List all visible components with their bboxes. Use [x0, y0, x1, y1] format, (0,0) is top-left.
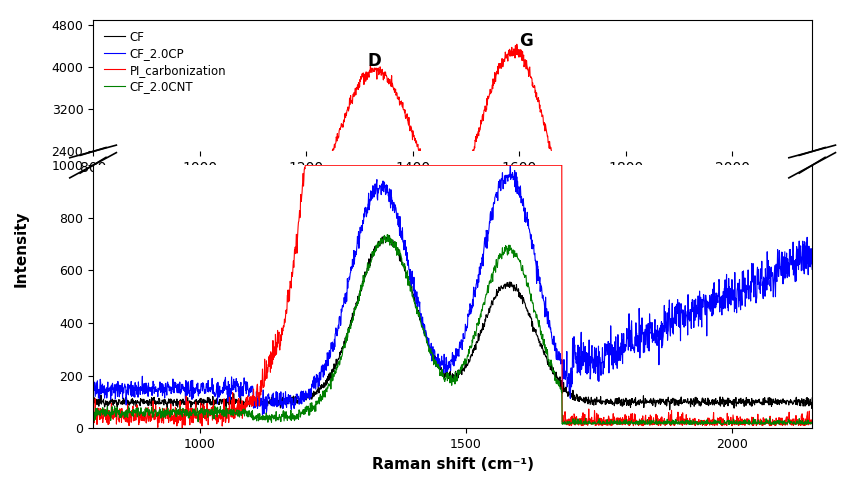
Text: D: D: [367, 52, 382, 70]
CF_2.0CP: [257, 272, 267, 278]
CF_2.0CP: [505, 222, 515, 228]
CF_2.0CP: [438, 261, 448, 267]
CF: [787, 269, 797, 275]
PI_carbonization: [512, 41, 522, 47]
CF_2.0CNT: [419, 255, 429, 261]
CF_2.0CP: [787, 241, 797, 247]
CF: [124, 269, 135, 275]
CF: [419, 255, 429, 261]
CF_2.0CNT: [438, 264, 448, 270]
PI_carbonization: [177, 275, 187, 281]
Line: CF_2.0CNT: CF_2.0CNT: [93, 239, 812, 277]
CF_2.0CP: [419, 255, 429, 261]
CF_2.0CP: [787, 242, 797, 248]
CF_2.0CNT: [807, 273, 817, 279]
CF: [438, 263, 448, 269]
PI_carbonization: [787, 273, 797, 279]
PI_carbonization: [88, 271, 98, 277]
PI_carbonization: [419, 157, 429, 163]
PI_carbonization: [124, 272, 135, 278]
PI_carbonization: [787, 274, 797, 280]
Text: G: G: [519, 32, 533, 50]
CF: [88, 269, 98, 275]
PI_carbonization: [655, 274, 665, 280]
X-axis label: Raman shift (cm⁻¹): Raman shift (cm⁻¹): [371, 457, 534, 472]
CF_2.0CP: [124, 266, 135, 272]
CF_2.0CNT: [655, 273, 665, 279]
CF: [655, 269, 665, 275]
Line: PI_carbonization: PI_carbonization: [93, 44, 812, 278]
CF_2.0CNT: [88, 271, 98, 277]
Legend: CF, CF_2.0CP, PI_carbonization, CF_2.0CNT: CF, CF_2.0CP, PI_carbonization, CF_2.0CN…: [99, 26, 231, 98]
CF_2.0CP: [88, 267, 98, 273]
CF_2.0CNT: [786, 273, 796, 279]
CF: [665, 271, 675, 277]
PI_carbonization: [807, 273, 817, 279]
CF_2.0CNT: [787, 273, 797, 279]
CF_2.0CNT: [382, 236, 393, 242]
CF_2.0CNT: [791, 274, 801, 280]
CF_2.0CP: [655, 257, 665, 263]
PI_carbonization: [438, 186, 448, 192]
CF: [807, 268, 817, 274]
Text: Intensity: Intensity: [14, 211, 29, 287]
Line: CF_2.0CP: CF_2.0CP: [93, 225, 812, 275]
CF_2.0CP: [807, 243, 817, 249]
Line: CF: CF: [93, 239, 812, 274]
CF_2.0CNT: [124, 271, 135, 277]
CF: [787, 269, 797, 275]
CF: [384, 236, 394, 242]
